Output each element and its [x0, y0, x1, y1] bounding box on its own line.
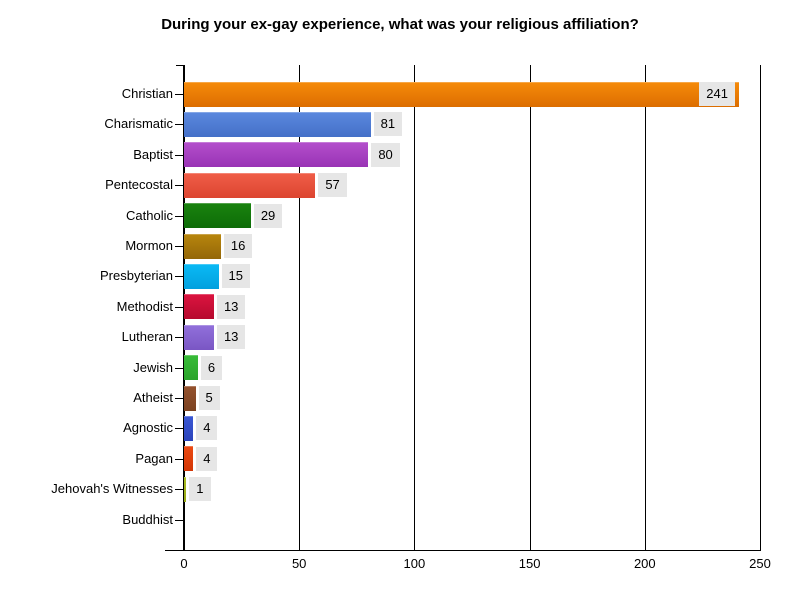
category-tick-jewish	[175, 367, 184, 369]
category-tick-baptist	[175, 154, 184, 156]
category-label-pagan: Pagan	[135, 450, 173, 466]
value-label-atheist: 5	[198, 386, 220, 410]
category-tick-agnostic	[175, 428, 184, 430]
category-tick-presbyterian	[175, 276, 184, 278]
x-tick-label-100: 100	[403, 556, 426, 571]
x-tick-label-150: 150	[518, 556, 541, 571]
gridline-150	[529, 65, 531, 550]
value-label-jewish: 6	[200, 355, 223, 380]
bar-pentecostal	[184, 172, 316, 198]
x-tick-label-200: 200	[633, 556, 656, 571]
bar-jewish	[184, 355, 198, 381]
bar-atheist	[184, 385, 196, 411]
value-label-methodist: 13	[216, 294, 246, 319]
category-label-baptist: Baptist	[133, 146, 173, 162]
category-label-pentecostal: Pentecostal	[105, 177, 173, 193]
category-label-lutheran: Lutheran	[121, 329, 173, 345]
bar-agnostic	[184, 415, 194, 441]
bar-christian	[184, 81, 740, 107]
category-tick-charismatic	[175, 124, 184, 126]
category-tick-atheist	[175, 398, 184, 399]
category-label-jewish: Jewish	[133, 359, 173, 375]
value-label-lutheran: 13	[216, 325, 246, 350]
category-label-catholic: Catholic	[126, 207, 173, 223]
category-label-christian: Christian	[121, 86, 173, 101]
category-tick-pagan	[175, 458, 184, 460]
value-label-presbyterian: 15	[221, 264, 251, 289]
category-label-presbyterian: Presbyterian	[100, 268, 173, 284]
gridline-200	[644, 65, 646, 550]
value-label-pagan: 4	[196, 446, 218, 471]
x-tick-label-50: 50	[291, 556, 307, 571]
x-tick-label-0: 0	[180, 556, 188, 571]
bar-jehovah-s-witnesses	[184, 476, 187, 502]
category-label-charismatic: Charismatic	[104, 116, 173, 132]
bar-mormon	[184, 233, 221, 259]
category-tick-jehovah-s-witnesses	[175, 489, 184, 491]
bar-catholic	[184, 203, 251, 229]
category-label-methodist: Methodist	[116, 298, 173, 314]
category-tick-catholic	[175, 215, 184, 217]
bar-charismatic	[184, 111, 371, 137]
category-tick-buddhist	[175, 519, 184, 521]
x-axis-line	[165, 550, 761, 551]
gridline-250	[760, 65, 761, 550]
value-label-christian: 241	[699, 82, 735, 106]
value-label-mormon: 16	[223, 234, 253, 258]
y-axis-top-tick	[176, 65, 184, 66]
value-label-catholic: 29	[253, 203, 283, 228]
category-tick-pentecostal	[175, 185, 184, 187]
value-label-charismatic: 81	[373, 112, 403, 137]
category-label-atheist: Atheist	[133, 390, 173, 405]
bar-pagan	[184, 446, 194, 472]
value-label-baptist: 80	[371, 142, 400, 167]
bar-methodist	[184, 294, 214, 320]
plot-area: 241 81 80 57 29 16 15 13 13 6 5 4 4 1	[183, 65, 761, 550]
bar-presbyterian	[184, 263, 219, 289]
category-label-jehovah-s-witnesses: Jehovah's Witnesses	[51, 481, 173, 497]
chart-title: During your ex-gay experience, what was …	[161, 16, 639, 33]
category-tick-methodist	[175, 306, 184, 308]
gridline-50	[299, 65, 301, 550]
x-tick-label-250: 250	[749, 556, 771, 571]
category-tick-mormon	[175, 246, 184, 247]
value-label-jehovah-s-witnesses: 1	[189, 477, 211, 502]
category-label-mormon: Mormon	[125, 238, 173, 253]
category-tick-lutheran	[175, 337, 184, 339]
category-tick-christian	[175, 94, 184, 95]
category-label-agnostic: Agnostic	[123, 420, 173, 436]
gridline-100	[414, 65, 416, 550]
category-label-buddhist: Buddhist	[122, 511, 173, 527]
value-label-agnostic: 4	[196, 416, 218, 441]
bar-baptist	[184, 142, 369, 168]
value-label-pentecostal: 57	[318, 173, 347, 198]
bar-lutheran	[184, 324, 214, 350]
